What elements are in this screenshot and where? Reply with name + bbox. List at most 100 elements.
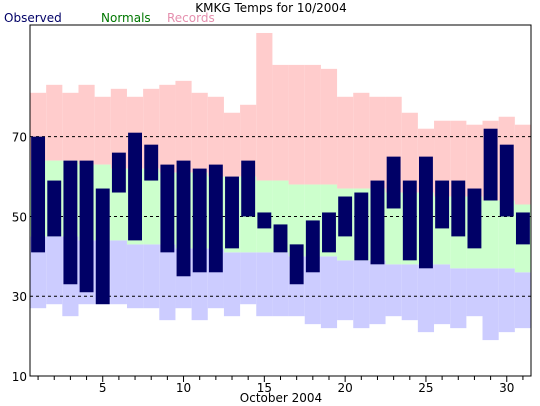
normal-band-17 [288,184,305,257]
record-high-band-11 [191,92,208,173]
record-low-band-9 [159,244,176,321]
record-high-band-24 [401,112,418,193]
observed-bar-26 [435,180,450,229]
record-high-band-22 [369,96,386,189]
record-high-band-20 [337,96,354,189]
x-tick-label-10: 10 [176,381,191,395]
record-high-band-4 [78,84,95,165]
y-tick-label-10: 10 [12,370,27,384]
record-high-band-18 [304,64,321,185]
observed-layer [31,128,530,305]
y-tick-label-30: 30 [12,290,27,304]
record-low-band-21 [353,260,370,329]
record-low-band-1 [30,236,47,309]
record-high-band-15 [256,32,273,181]
record-high-band-5 [94,96,111,165]
observed-bar-28 [467,188,482,249]
x-tick-label-15: 15 [257,381,272,395]
observed-bar-9 [160,164,175,253]
legend-observed: Observed [4,11,62,25]
record-low-band-14 [240,252,257,305]
record-high-band-3 [62,92,79,161]
record-high-band-19 [320,68,338,185]
record-low-band-13 [223,252,241,317]
observed-bar-29 [483,128,498,201]
observed-bar-24 [402,180,417,261]
observed-bar-8 [144,144,159,181]
observed-bar-6 [111,152,126,193]
legend: Observed Normals Records [4,11,215,25]
record-high-band-14 [240,104,257,177]
record-low-band-30 [498,268,515,333]
record-low-band-8 [143,244,160,309]
record-high-band-16 [272,64,289,181]
record-high-band-21 [353,92,370,189]
x-tick-label-5: 5 [99,381,107,395]
legend-normals: Normals [101,11,151,25]
record-low-band-7 [126,244,144,309]
record-low-band-15 [256,252,273,317]
normal-band-8 [143,168,160,245]
record-low-band-31 [514,272,531,329]
record-low-band-25 [417,264,435,333]
observed-bar-17 [289,244,304,285]
observed-bar-25 [419,156,433,269]
record-low-band-20 [337,260,354,321]
y-tick-label-50: 50 [12,210,27,224]
record-high-band-28 [466,124,483,197]
normal-band-29 [482,200,499,269]
observed-bar-30 [499,144,514,217]
x-tick-label-25: 25 [418,381,433,395]
observed-bar-7 [128,132,142,241]
observed-bar-4 [79,160,94,293]
record-high-band-17 [288,64,305,185]
record-low-band-24 [401,264,418,321]
y-tick-label-70: 70 [12,131,27,145]
record-low-band-23 [385,264,402,317]
observed-bar-22 [370,180,385,265]
record-high-band-9 [159,84,176,173]
observed-bar-10 [176,160,191,277]
record-low-band-19 [320,256,338,329]
observed-bar-2 [47,180,62,237]
observed-bar-18 [305,220,320,273]
record-low-band-28 [466,268,483,317]
observed-bar-12 [208,164,223,273]
chart-title: KMKG Temps for 10/2004 [195,1,346,15]
observed-bar-23 [386,156,401,209]
record-low-band-27 [450,268,467,329]
normal-band-23 [385,192,402,265]
x-tick-label-30: 30 [499,381,514,395]
observed-bar-15 [257,212,272,229]
observed-bar-13 [225,176,239,249]
normal-band-30 [498,200,515,269]
x-tick-label-20: 20 [338,381,353,395]
record-high-band-12 [207,96,224,177]
observed-bar-1 [31,136,46,253]
record-low-band-18 [304,256,321,325]
record-low-band-26 [434,264,451,325]
legend-records: Records [167,11,215,25]
observed-bar-21 [354,192,369,261]
record-high-band-6 [110,88,127,169]
record-high-band-31 [514,124,531,205]
record-low-band-22 [369,260,386,325]
observed-bar-5 [95,188,110,305]
observed-bar-31 [515,212,530,245]
observed-bar-14 [241,160,256,217]
observed-bar-27 [451,180,466,237]
observed-bar-11 [192,168,207,273]
record-low-band-6 [110,240,127,305]
observed-bar-16 [273,224,288,253]
record-high-band-13 [223,112,241,177]
observed-bar-3 [63,160,78,285]
record-high-band-2 [46,84,63,161]
record-low-band-2 [46,236,63,305]
record-high-band-26 [434,120,451,197]
record-high-band-10 [175,80,192,173]
observed-bar-19 [322,212,336,253]
record-low-band-29 [482,268,499,341]
observed-bar-20 [338,196,353,237]
axes: 10 30 50 70 5 10 15 20 25 30 [12,24,532,395]
